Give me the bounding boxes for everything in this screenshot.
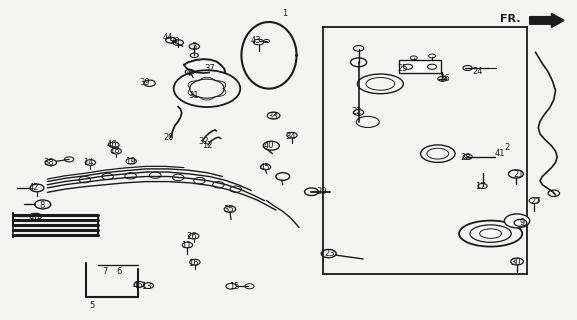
Text: 31: 31 [188, 91, 198, 100]
Polygon shape [530, 13, 564, 28]
Text: 38: 38 [43, 158, 54, 167]
Text: 27: 27 [530, 197, 541, 206]
Text: FR.: FR. [500, 14, 520, 24]
Text: 11: 11 [181, 241, 192, 250]
Text: 17: 17 [475, 182, 486, 191]
Text: 26: 26 [187, 232, 197, 241]
Text: 2: 2 [504, 143, 509, 152]
Text: 8: 8 [39, 201, 44, 210]
Text: 13: 13 [141, 282, 152, 291]
Text: 41: 41 [494, 148, 505, 157]
Circle shape [504, 214, 530, 228]
Text: 40: 40 [264, 141, 274, 150]
Text: 37: 37 [204, 63, 215, 73]
Text: 7: 7 [103, 267, 108, 276]
Text: 5: 5 [89, 301, 95, 310]
Text: 9: 9 [519, 218, 524, 227]
Text: 35: 35 [223, 205, 234, 214]
Text: 46: 46 [133, 281, 143, 290]
Text: 46: 46 [106, 140, 117, 149]
Text: 12: 12 [202, 141, 212, 150]
Text: 19: 19 [125, 157, 135, 166]
Text: 1: 1 [282, 9, 287, 18]
Text: 20: 20 [164, 133, 174, 142]
Text: 39: 39 [170, 36, 180, 45]
Text: 25: 25 [397, 64, 407, 74]
Text: 22: 22 [351, 107, 362, 116]
Text: 16: 16 [188, 259, 198, 268]
Text: 32: 32 [198, 137, 209, 146]
Text: 15: 15 [229, 282, 240, 292]
Text: 10: 10 [29, 212, 40, 222]
Text: 43: 43 [251, 36, 261, 44]
Text: 23: 23 [324, 249, 335, 258]
Text: 33: 33 [267, 112, 278, 121]
Text: 42: 42 [28, 183, 39, 192]
FancyBboxPatch shape [399, 60, 441, 73]
Ellipse shape [479, 229, 501, 238]
Text: 3: 3 [192, 42, 197, 51]
Text: 4: 4 [186, 69, 191, 78]
Text: 28: 28 [460, 153, 471, 162]
Text: 21: 21 [513, 170, 523, 179]
Text: 34: 34 [286, 132, 296, 141]
Text: 24: 24 [473, 67, 484, 76]
Text: 36: 36 [439, 74, 450, 83]
Text: 18: 18 [108, 146, 119, 155]
Text: 14: 14 [84, 158, 94, 167]
Text: 30: 30 [510, 258, 520, 267]
Text: 45: 45 [259, 164, 269, 172]
Text: 44: 44 [163, 33, 173, 42]
Text: 6: 6 [117, 267, 122, 276]
Text: 29: 29 [317, 187, 327, 196]
Text: 39: 39 [140, 78, 150, 87]
